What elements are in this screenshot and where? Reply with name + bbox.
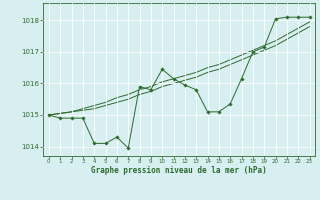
X-axis label: Graphe pression niveau de la mer (hPa): Graphe pression niveau de la mer (hPa) <box>91 166 267 175</box>
